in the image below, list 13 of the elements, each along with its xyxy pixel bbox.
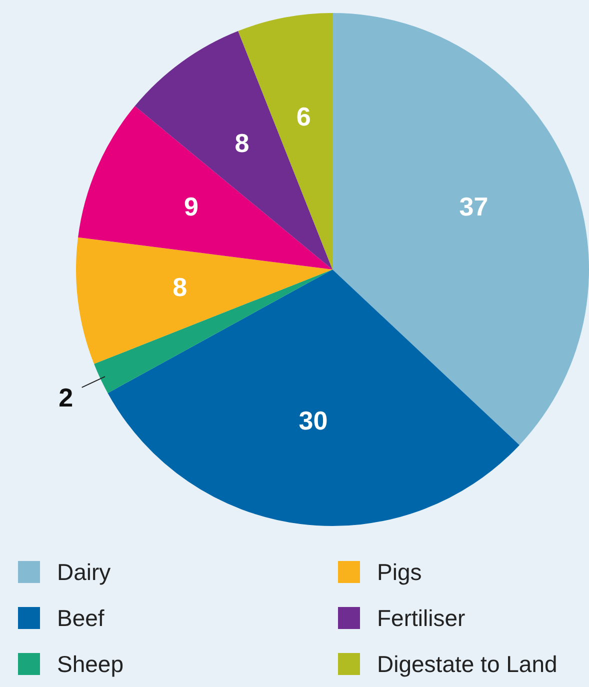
data-label: 37 xyxy=(459,192,488,222)
legend-label: Pigs xyxy=(377,558,422,586)
legend-label: Digestate to Land xyxy=(377,650,558,678)
data-label: 6 xyxy=(296,102,311,132)
legend-label: Beef xyxy=(57,604,104,632)
data-label: 30 xyxy=(298,405,328,436)
legend-label: Sheep xyxy=(57,650,124,678)
data-label: 8 xyxy=(234,128,250,158)
legend-label: Fertiliser xyxy=(377,604,466,632)
data-label: 9 xyxy=(184,192,198,222)
legend-label: Dairy xyxy=(57,558,111,586)
data-label: 2 xyxy=(58,382,74,413)
data-label: 8 xyxy=(172,272,188,302)
